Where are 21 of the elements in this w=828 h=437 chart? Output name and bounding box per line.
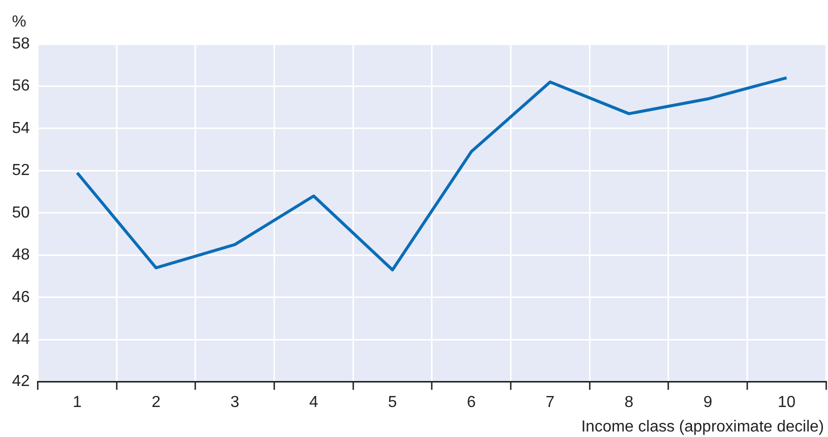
y-tick-label: 54 bbox=[12, 120, 30, 137]
y-tick-label: 58 bbox=[12, 35, 30, 52]
x-tick-label: 8 bbox=[624, 394, 634, 411]
y-tick-label: 46 bbox=[12, 288, 30, 306]
x-tick-label: 3 bbox=[230, 394, 240, 411]
x-tick-label: 10 bbox=[778, 394, 796, 411]
y-tick-label: 42 bbox=[12, 373, 30, 390]
y-axis-title: % bbox=[12, 13, 26, 30]
x-tick-label: 4 bbox=[309, 394, 318, 411]
x-axis-title: Income class (approximate decile) bbox=[581, 418, 824, 436]
x-tick-label: 2 bbox=[152, 394, 161, 411]
x-tick-label: 9 bbox=[703, 394, 712, 411]
x-tick-label: 6 bbox=[466, 394, 476, 411]
x-tick-label: 1 bbox=[72, 394, 82, 411]
y-tick-label: 56 bbox=[12, 78, 30, 95]
y-tick-label: 50 bbox=[12, 204, 30, 222]
x-tick-label: 7 bbox=[546, 394, 555, 411]
y-tick-label: 52 bbox=[12, 162, 30, 180]
x-tick-label: 5 bbox=[388, 394, 398, 411]
y-tick-label: 44 bbox=[12, 330, 30, 348]
y-tick-label: 48 bbox=[12, 246, 30, 264]
